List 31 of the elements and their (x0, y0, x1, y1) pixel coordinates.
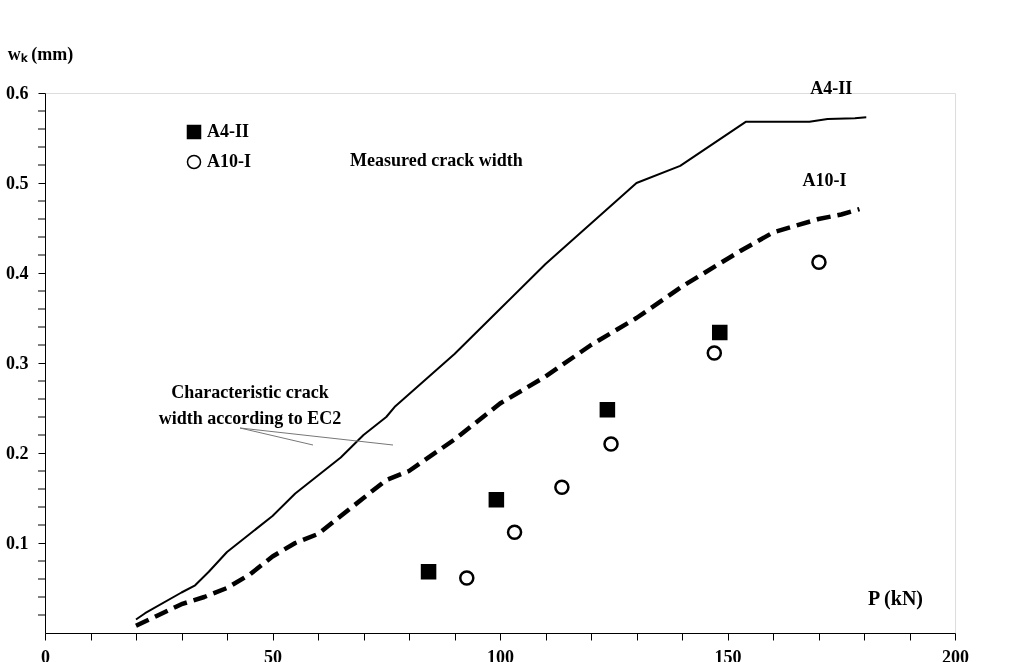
x-tick-label: 150 (714, 646, 742, 662)
x-tick-label: 200 (942, 646, 969, 662)
x-tick-label: 100 (487, 646, 514, 662)
point (459, 570, 475, 586)
point (603, 436, 619, 452)
annotation: Measured crack width (350, 150, 523, 170)
point (506, 524, 523, 540)
point (712, 324, 728, 341)
annotation: Characteristic crack width according to EC2 (158, 382, 342, 428)
point (599, 402, 616, 418)
line-series (133, 206, 862, 629)
point (488, 492, 505, 508)
line-series (135, 116, 868, 621)
y-axis-title: wₖ (mm) (7, 43, 74, 65)
legend-label: A4-II (207, 121, 250, 141)
point (554, 479, 570, 495)
y-tick-label: 0.4 (6, 262, 29, 283)
y-tick-label: 0.2 (6, 442, 29, 463)
y-tick-label: 0.3 (6, 352, 29, 373)
x-tick-label: 0 (41, 646, 50, 662)
y-tick-label: 0.1 (6, 532, 29, 553)
x-axis-title: P (kN) (868, 586, 923, 610)
series-label: A4-II (810, 78, 853, 99)
y-tick-label: 0.5 (6, 172, 29, 193)
x-tick-label: 50 (264, 646, 282, 662)
point (706, 345, 723, 361)
point (811, 254, 827, 270)
y-tick-label: 0.6 (6, 82, 29, 103)
legend-label: A10-I (207, 151, 251, 171)
point (420, 564, 437, 580)
series-label: A10-I (802, 170, 847, 191)
